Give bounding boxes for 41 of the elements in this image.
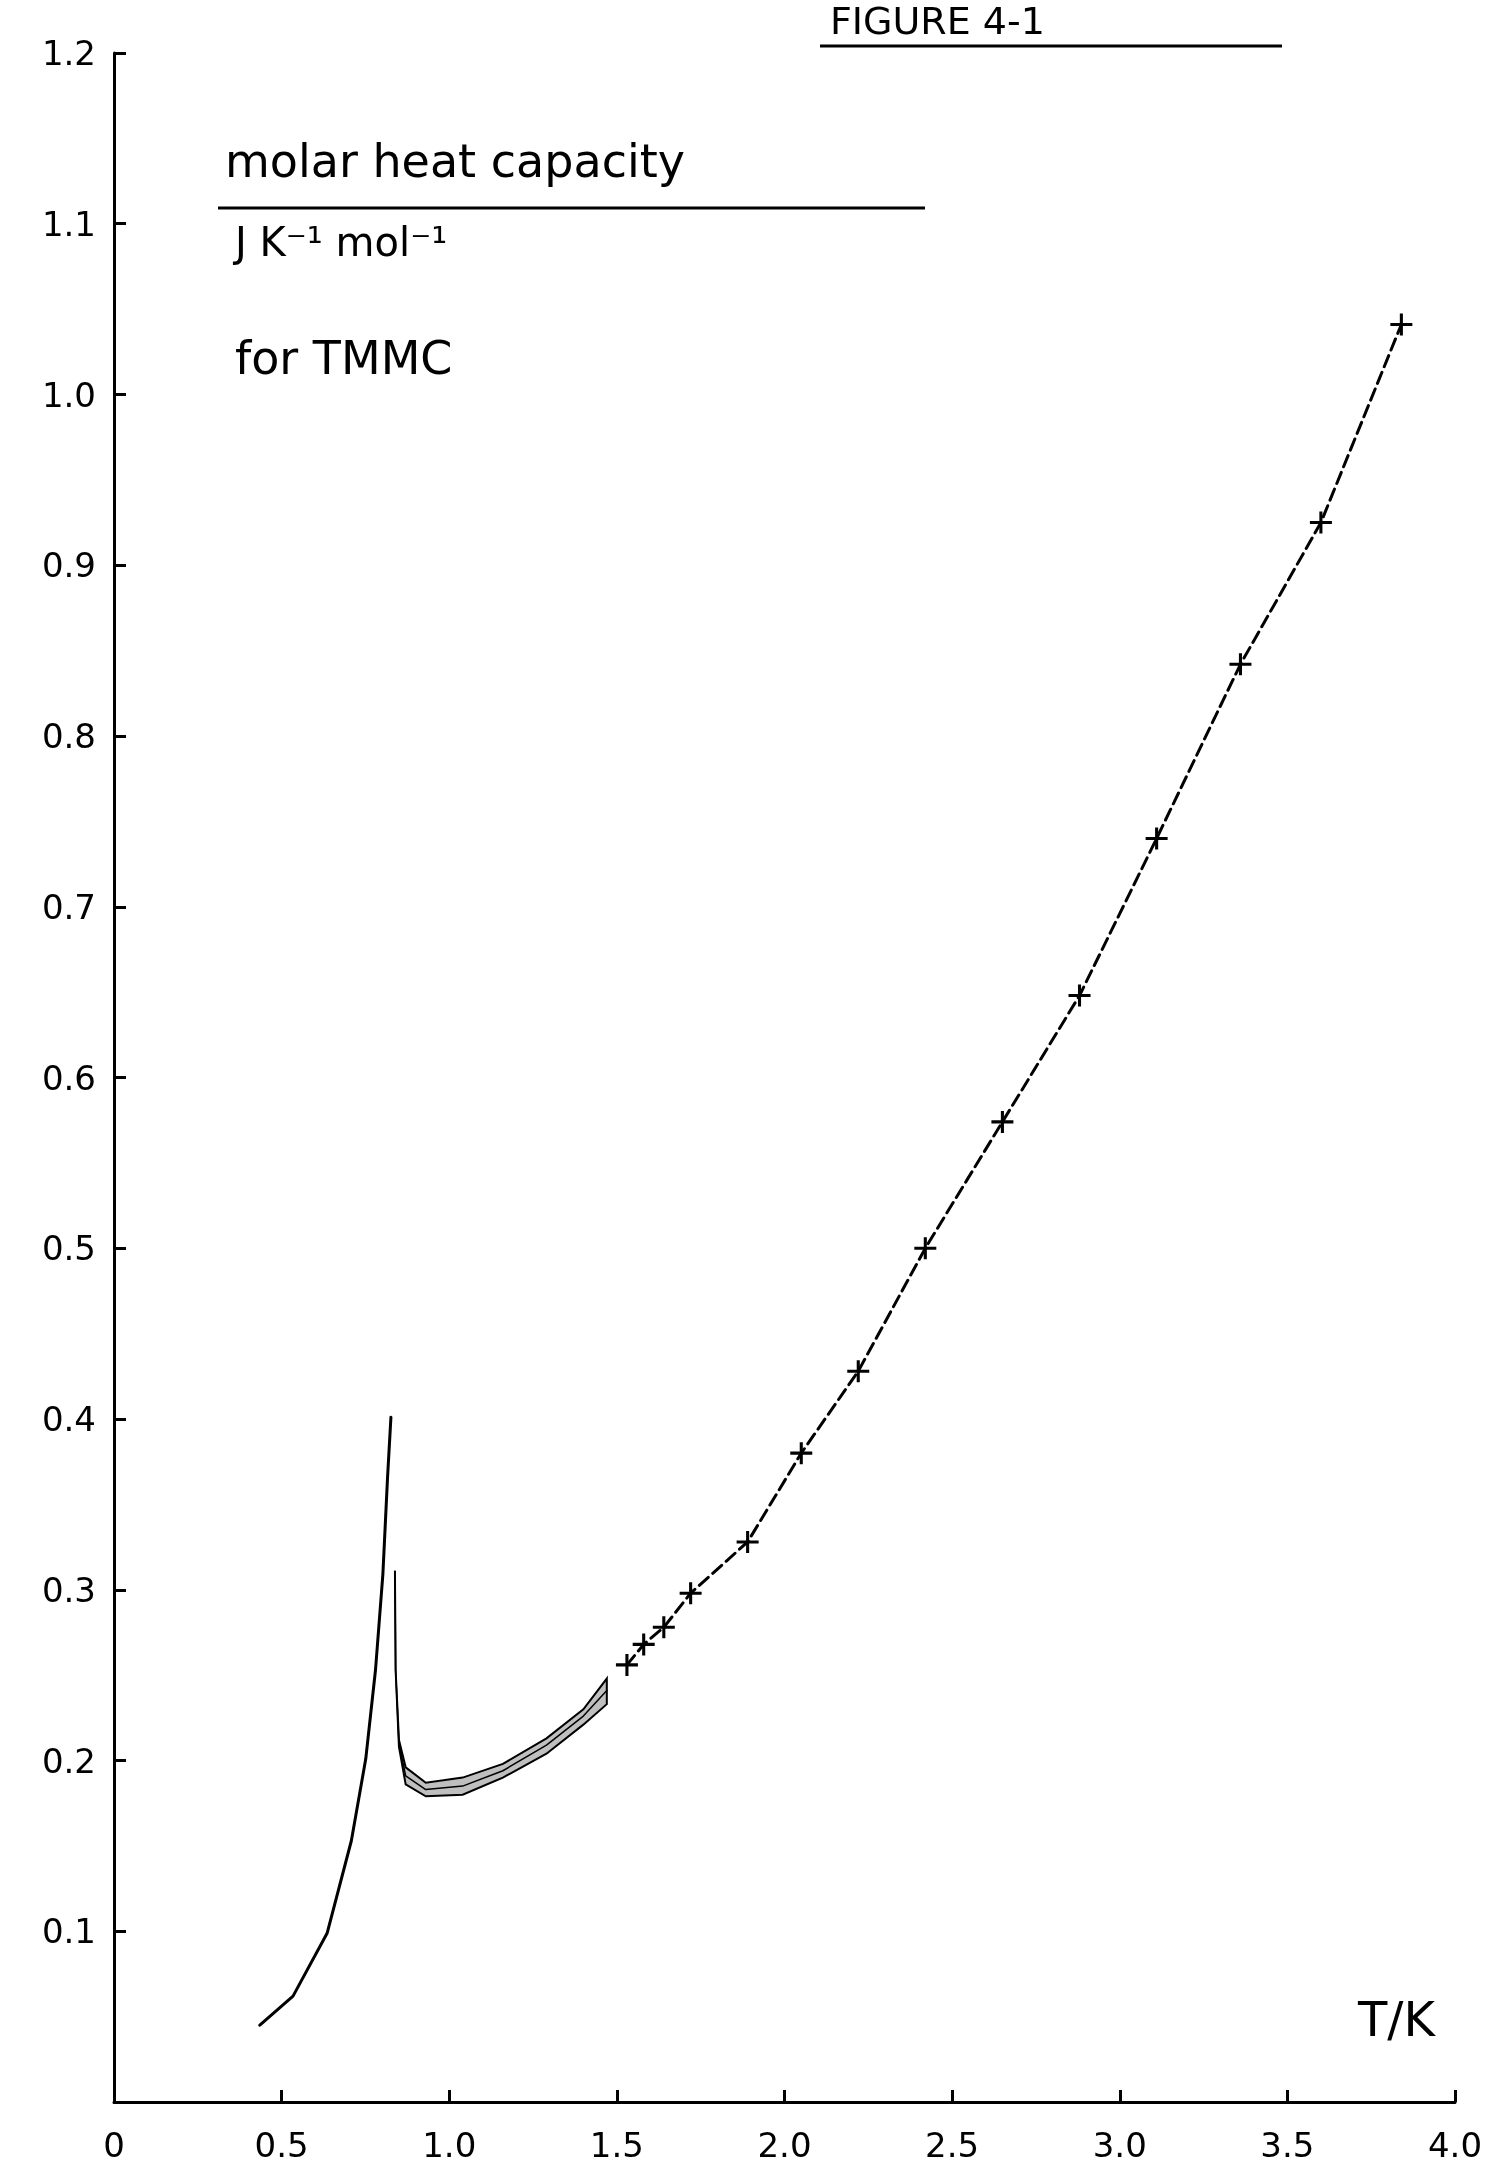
x-tick-label: 0.5 (254, 2125, 309, 2165)
point (632, 1633, 655, 1656)
point (991, 1110, 1014, 1133)
line-series (258, 1415, 393, 2027)
point (1229, 653, 1252, 676)
x-tick-label: 4.0 (1427, 2125, 1483, 2165)
chart-title: FIGURE 4-1 (830, 0, 1045, 43)
point (615, 1653, 638, 1676)
y-tick-label: 0.1 (41, 1911, 96, 1952)
y-axis-title: molar heat capacity (225, 134, 685, 188)
y-tick-label: 1.0 (41, 374, 96, 415)
y-tick-label: 0.6 (41, 1057, 96, 1098)
point (736, 1530, 759, 1553)
y-tick-label: 0.5 (41, 1228, 96, 1269)
y-tick-label: 0.7 (41, 886, 96, 927)
annotation: for TMMC (235, 331, 453, 385)
y-tick-label: 0.4 (41, 1399, 96, 1439)
y-tick-label: 0.9 (41, 545, 96, 586)
y-tick-label: 0.3 (41, 1569, 96, 1610)
y-tick-label: 1.1 (41, 203, 96, 244)
annotation: J K⁻¹ mol⁻¹ (232, 219, 448, 265)
point (847, 1360, 870, 1383)
x-tick-label: 3.5 (1260, 2125, 1315, 2165)
point (914, 1237, 937, 1260)
y-tick-label: 0.8 (41, 716, 96, 756)
point (1309, 511, 1332, 534)
y-tick-label: 0.2 (41, 1740, 96, 1781)
point (1068, 984, 1091, 1007)
x-tick-label: 2.0 (757, 2125, 812, 2165)
x-tick-label: 3.0 (1092, 2125, 1147, 2165)
x-tick-label: 1.5 (589, 2125, 644, 2165)
x-tick-label: 1.0 (422, 2125, 477, 2165)
x-tick-label: 2.5 (925, 2125, 980, 2165)
x-axis-title: T/K (1357, 1991, 1437, 2047)
point (1145, 827, 1168, 850)
point (679, 1582, 702, 1605)
x-tick-label: 0 (103, 2125, 125, 2165)
point (790, 1442, 813, 1465)
point (1390, 313, 1413, 336)
y-tick-label: 1.2 (41, 33, 96, 73)
point (652, 1616, 675, 1639)
